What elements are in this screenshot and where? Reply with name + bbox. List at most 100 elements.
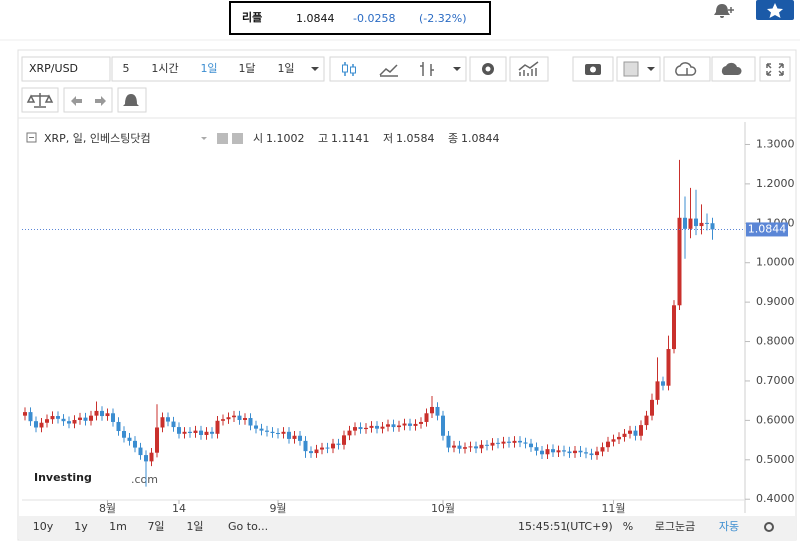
open-label: 시 (253, 132, 263, 145)
candle-body (556, 450, 561, 453)
redo[interactable] (95, 96, 106, 106)
candle-body (435, 406, 440, 416)
percent-toggle[interactable]: % (623, 520, 633, 533)
candle-body (259, 428, 264, 431)
candle-body (424, 413, 429, 422)
range[interactable]: 7일 (147, 519, 164, 533)
candle-body (61, 418, 66, 422)
cloud-download[interactable] (675, 62, 697, 76)
indicator-icon[interactable] (518, 61, 539, 76)
candle-body (210, 431, 214, 434)
candle-body (567, 451, 572, 454)
candle-body (100, 410, 104, 417)
candle-body (611, 439, 616, 442)
candle-body (628, 430, 632, 434)
candle-body (347, 430, 352, 436)
footer-settings[interactable] (764, 522, 774, 532)
candle-body (578, 450, 583, 453)
interval[interactable]: 1달 (238, 62, 255, 75)
change-pct: (-2.32%) (419, 12, 467, 25)
candle-body (149, 452, 154, 462)
candle-body (485, 444, 489, 446)
candle-body (144, 455, 148, 462)
candle-body (353, 427, 357, 431)
go-to[interactable]: Go to... (228, 520, 268, 533)
candle-body (67, 421, 71, 424)
candle-body (254, 425, 258, 429)
range[interactable]: 1일 (186, 519, 203, 533)
range[interactable]: 1m (109, 520, 127, 533)
interval[interactable]: 1일 (277, 61, 294, 75)
range[interactable]: 1y (74, 520, 88, 533)
x-tick-label: 9월 (269, 502, 286, 515)
candle-body (325, 447, 330, 449)
candle-body (237, 415, 242, 420)
candle-body (683, 217, 687, 229)
candle-body (496, 442, 500, 444)
area-icon[interactable] (379, 64, 398, 77)
interval[interactable]: 1일 (200, 61, 217, 75)
candle-body (369, 425, 374, 428)
color-icon[interactable] (623, 61, 639, 77)
candle-body (397, 425, 401, 428)
interval[interactable]: 1시간 (151, 62, 178, 75)
y-tick-label: 0.6000 (756, 413, 795, 426)
log-toggle[interactable]: 로그눈금 (655, 520, 695, 533)
alert-icon[interactable] (123, 94, 139, 106)
cloud-upload[interactable] (721, 62, 742, 75)
toolbar: XRP/USD 5 1시간 1일 1달 1일 (21, 56, 791, 113)
candle-body (402, 423, 407, 426)
candle-body (672, 305, 676, 350)
interval[interactable]: 5 (123, 62, 130, 75)
candle-body (39, 422, 44, 428)
dropdown[interactable] (453, 67, 461, 71)
bar-icon[interactable] (420, 62, 434, 76)
candle-body (413, 423, 418, 426)
candle-body (155, 427, 159, 453)
candle-body (281, 431, 286, 434)
range[interactable]: 10y (33, 520, 54, 533)
timezone: (UTC+9) (566, 520, 613, 533)
candle-body (89, 415, 93, 421)
candle-body (287, 431, 291, 439)
candle-body (386, 424, 390, 427)
candle-body (314, 449, 319, 454)
compare-icon[interactable] (26, 93, 54, 108)
candle-body (94, 410, 99, 416)
candle-body (320, 447, 324, 450)
candle-body (644, 415, 649, 426)
watermark-suffix: .com (131, 473, 158, 486)
candle-body (116, 421, 121, 432)
watermark-brand: Investing (34, 471, 92, 484)
fullscreen[interactable] (766, 63, 784, 76)
y-tick-label: 0.8000 (756, 335, 795, 348)
x-tick-label: 10월 (431, 502, 455, 515)
watchlist-button[interactable] (756, 0, 794, 20)
candle-body (501, 441, 506, 444)
candle-body (270, 431, 275, 433)
candle-body (595, 451, 599, 456)
alert-button[interactable] (714, 4, 734, 18)
candle-body (512, 440, 517, 443)
candle-body (430, 406, 434, 414)
auto-toggle[interactable]: 자동 (719, 520, 739, 533)
symbol-box[interactable] (21, 56, 111, 82)
candle-body (419, 421, 423, 424)
undo[interactable] (71, 96, 82, 106)
candle-body (694, 218, 698, 227)
candle-body (457, 445, 462, 449)
close-label: 종 (448, 132, 458, 145)
candle-body (50, 416, 55, 420)
open-value: 1.1002 (266, 132, 305, 145)
x-tick-label: 11월 (601, 502, 625, 515)
x-tick-label: 8월 (99, 502, 116, 515)
symbol: XRP/USD (29, 62, 78, 75)
candle-body (138, 447, 143, 456)
high-value: 1.1141 (331, 132, 370, 145)
candle-body (364, 427, 368, 430)
x-tick-label: 14 (172, 502, 186, 515)
candle-body (72, 419, 77, 424)
dropdown[interactable] (311, 67, 319, 71)
